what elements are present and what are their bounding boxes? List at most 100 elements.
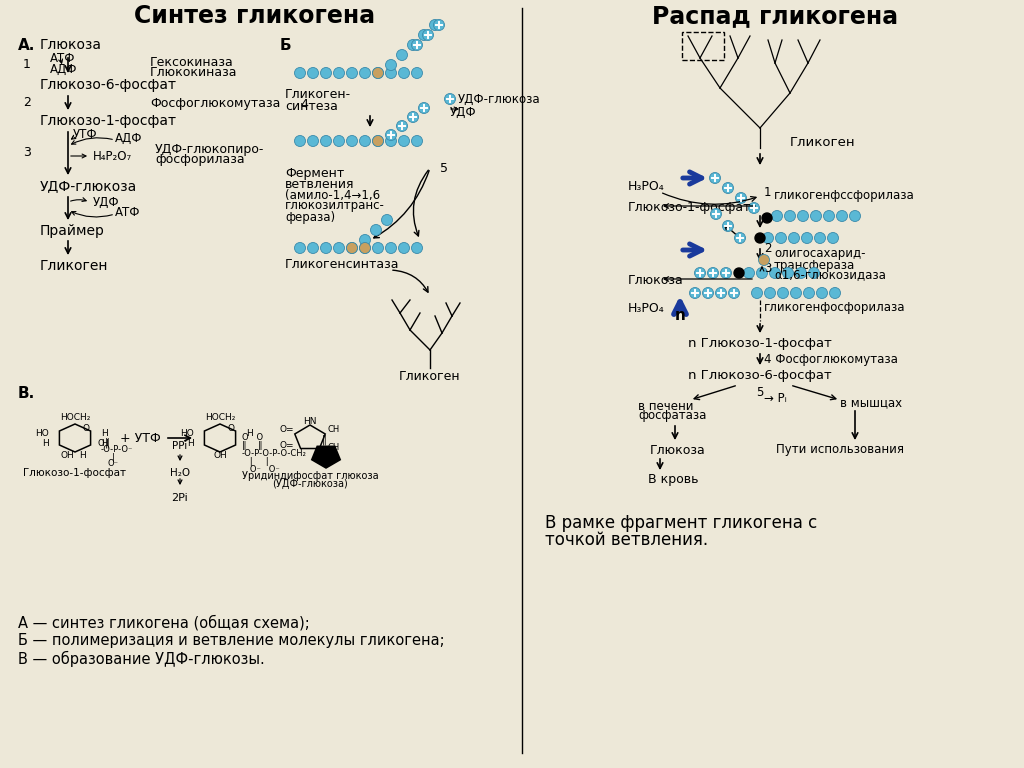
- Text: А — синтез гликогена (общая схема);: А — синтез гликогена (общая схема);: [18, 615, 309, 631]
- Text: HOCH₂: HOCH₂: [59, 413, 90, 422]
- Circle shape: [334, 243, 344, 253]
- Circle shape: [373, 135, 384, 147]
- Circle shape: [359, 68, 371, 78]
- Circle shape: [809, 267, 819, 279]
- Circle shape: [689, 287, 700, 299]
- Polygon shape: [311, 446, 340, 468]
- Circle shape: [814, 233, 825, 243]
- Text: 1: 1: [23, 58, 31, 71]
- Text: Б — полимеризация и ветвление молекулы гликогена;: Б — полимеризация и ветвление молекулы г…: [18, 634, 444, 648]
- Text: АДФ: АДФ: [115, 131, 142, 144]
- Circle shape: [777, 287, 788, 299]
- Text: H: H: [101, 429, 108, 438]
- Text: + УТФ: + УТФ: [120, 432, 161, 445]
- Text: O   O: O O: [242, 433, 263, 442]
- Text: OH: OH: [213, 451, 227, 459]
- Circle shape: [334, 68, 344, 78]
- Circle shape: [385, 243, 396, 253]
- Circle shape: [757, 267, 768, 279]
- Text: H: H: [80, 451, 86, 459]
- Circle shape: [373, 135, 384, 147]
- Text: H: H: [246, 429, 253, 438]
- Text: Глюкокиназа: Глюкокиназа: [150, 65, 238, 78]
- Circle shape: [708, 267, 719, 279]
- Text: O⁻: O⁻: [108, 459, 119, 468]
- Text: 2: 2: [23, 97, 31, 110]
- Circle shape: [802, 233, 812, 243]
- Circle shape: [782, 267, 794, 279]
- Text: Глюкозо-6-фосфат: Глюкозо-6-фосфат: [40, 78, 177, 92]
- Circle shape: [829, 287, 841, 299]
- Text: УДФ: УДФ: [93, 196, 120, 208]
- Circle shape: [398, 243, 410, 253]
- Text: PPi: PPi: [172, 441, 187, 451]
- Text: 5: 5: [440, 161, 449, 174]
- Circle shape: [710, 173, 721, 184]
- Text: Гликоген: Гликоген: [399, 369, 461, 382]
- Text: O: O: [97, 439, 103, 448]
- Text: H₃PO₄: H₃PO₄: [628, 180, 665, 193]
- Circle shape: [334, 135, 344, 147]
- Circle shape: [762, 213, 772, 223]
- Text: в мышцах: в мышцах: [840, 396, 902, 409]
- Text: Пути использования: Пути использования: [776, 443, 904, 456]
- Text: 2: 2: [764, 241, 771, 254]
- Circle shape: [359, 234, 371, 246]
- Text: гликогенфссфорилаза: гликогенфссфорилаза: [774, 190, 914, 203]
- Circle shape: [295, 135, 305, 147]
- Text: 3: 3: [764, 261, 771, 274]
- Circle shape: [385, 68, 396, 78]
- Text: CH: CH: [328, 425, 340, 435]
- Text: 4 Фосфоглюкомутаза: 4 Фосфоглюкомутаза: [764, 353, 898, 366]
- Text: ‖: ‖: [322, 435, 327, 445]
- Text: (УДФ-глюкоза): (УДФ-глюкоза): [272, 479, 348, 489]
- Circle shape: [743, 267, 755, 279]
- Text: Б: Б: [280, 38, 292, 52]
- Text: В — образование УДФ-глюкозы.: В — образование УДФ-глюкозы.: [18, 651, 265, 667]
- Text: O=: O=: [280, 425, 294, 435]
- Text: УТФ: УТФ: [73, 127, 97, 141]
- Circle shape: [346, 135, 357, 147]
- Text: O: O: [227, 424, 234, 432]
- Circle shape: [346, 68, 357, 78]
- Circle shape: [837, 210, 848, 221]
- Circle shape: [765, 287, 775, 299]
- Text: Глюкоза: Глюкоза: [650, 443, 706, 456]
- Circle shape: [423, 29, 433, 41]
- Text: H: H: [42, 439, 49, 448]
- Circle shape: [791, 287, 802, 299]
- Circle shape: [759, 254, 769, 266]
- Circle shape: [796, 267, 807, 279]
- Text: фераза): фераза): [285, 210, 335, 223]
- Text: Гексокиназа: Гексокиназа: [150, 55, 233, 68]
- Circle shape: [373, 68, 384, 78]
- Text: УДФ-глюкоза: УДФ-глюкоза: [458, 92, 541, 105]
- Text: В кровь: В кровь: [648, 474, 698, 486]
- Circle shape: [763, 233, 773, 243]
- Text: глюкозилтранс-: глюкозилтранс-: [285, 200, 385, 213]
- Text: Фосфоглюкомутаза: Фосфоглюкомутаза: [150, 97, 281, 110]
- Text: ветвления: ветвления: [285, 177, 354, 190]
- Circle shape: [359, 243, 371, 253]
- Text: CH: CH: [328, 443, 340, 452]
- Text: -O-P-O-P-O-CH₂: -O-P-O-P-O-CH₂: [242, 449, 307, 458]
- Circle shape: [321, 68, 332, 78]
- Circle shape: [359, 243, 371, 253]
- Circle shape: [850, 210, 860, 221]
- Text: 4: 4: [300, 98, 308, 111]
- Circle shape: [373, 243, 384, 253]
- Text: O=: O=: [280, 442, 294, 451]
- Circle shape: [346, 243, 357, 253]
- Text: В рамке фрагмент гликогена с: В рамке фрагмент гликогена с: [545, 514, 817, 532]
- Text: HOCH₂: HOCH₂: [205, 413, 236, 422]
- Text: → Pᵢ: → Pᵢ: [764, 392, 786, 406]
- Circle shape: [702, 287, 714, 299]
- Text: Глюкозо-1-фосфат: Глюкозо-1-фосфат: [628, 201, 752, 214]
- Circle shape: [749, 203, 760, 214]
- Circle shape: [711, 208, 722, 220]
- Circle shape: [382, 214, 392, 226]
- Text: 5: 5: [757, 386, 764, 399]
- Circle shape: [804, 287, 814, 299]
- Text: УДФ-глюкоза: УДФ-глюкоза: [40, 179, 137, 193]
- Circle shape: [769, 267, 780, 279]
